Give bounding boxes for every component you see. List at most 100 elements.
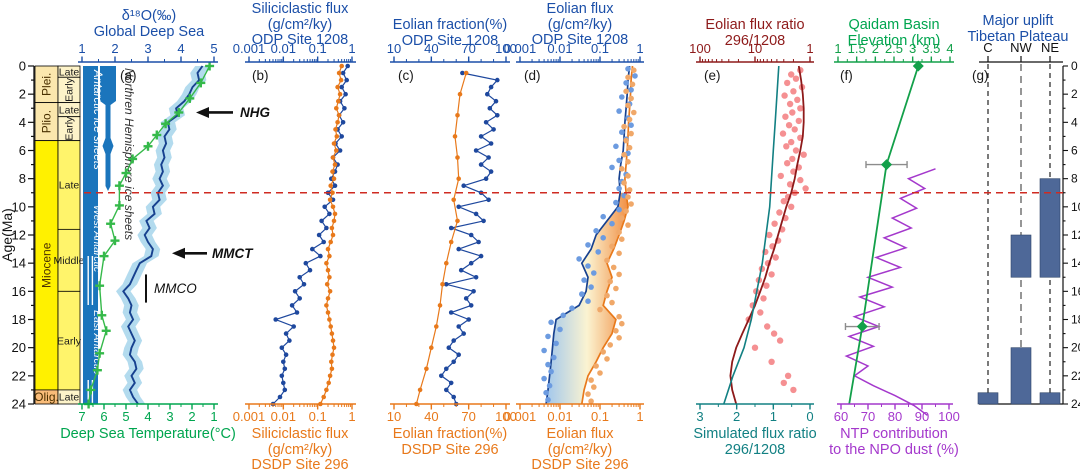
uplift-bar-NE (1039, 392, 1061, 405)
svg-text:1: 1 (770, 409, 777, 424)
title-line: (g/cm²/ky) (547, 16, 613, 33)
svg-text:Late: Late (59, 66, 80, 78)
svg-text:100: 100 (495, 409, 517, 424)
panel-b-series (270, 63, 351, 407)
panel-f-top-title: Qaidam Basin Elevation (km) (827, 17, 961, 49)
title-line: Eolian flux ratio (705, 17, 805, 33)
svg-text:2: 2 (19, 87, 26, 102)
ntp-line (844, 168, 936, 416)
svg-text:1: 1 (348, 409, 355, 424)
panel-d-top-title: Eolian flux (g/cm²/ky) ODP Site 1208 (513, 1, 647, 49)
svg-text:24: 24 (12, 397, 26, 412)
svg-text:3: 3 (909, 41, 916, 56)
svg-text:Early: Early (64, 116, 76, 141)
panel-c-series (414, 70, 500, 407)
svg-text:1: 1 (78, 41, 85, 56)
svg-text:Miocene: Miocene (40, 242, 54, 288)
svg-text:8: 8 (1071, 172, 1078, 186)
svg-text:0.1: 0.1 (591, 409, 609, 424)
svg-text:0.1: 0.1 (309, 409, 327, 424)
panel-letter-e: (e) (704, 68, 721, 83)
svg-text:NHG: NHG (240, 105, 270, 120)
svg-text:2.5: 2.5 (885, 41, 903, 56)
title-line: (g/cm²/ky) (267, 441, 333, 458)
svg-text:22: 22 (1071, 369, 1080, 383)
svg-text:4: 4 (144, 409, 151, 424)
panel-d-bottom-title: Eolian flux (g/cm²/ky) DSDP Site 296 (513, 426, 647, 472)
title-line: ODP Site 1208 (401, 32, 499, 49)
panel-c-top-title: Eolian fraction(%) ODP Site 1208 (383, 17, 517, 49)
svg-text:100: 100 (689, 41, 711, 56)
uplift-bar-NW (1010, 234, 1032, 278)
ice-sheets: Antarctic ice sheets West Antarctic East A… (83, 66, 136, 404)
svg-text:12: 12 (1071, 228, 1080, 242)
title-line: Eolian flux (546, 426, 614, 442)
svg-text:0.01: 0.01 (271, 409, 296, 424)
svg-text:40: 40 (424, 409, 438, 424)
svg-text:100: 100 (495, 41, 517, 56)
svg-text:NE: NE (1041, 40, 1059, 55)
svg-text:90: 90 (915, 409, 929, 424)
svg-text:1: 1 (348, 41, 355, 56)
panel-e-top-title: Eolian flux ratio 296/1208 (688, 17, 822, 49)
nh-ice-sheet-shape (100, 66, 116, 191)
svg-text:C: C (983, 40, 992, 55)
title-line: Siliciclastic flux (251, 1, 349, 17)
svg-text:10: 10 (387, 409, 401, 424)
svg-text:0.1: 0.1 (591, 41, 609, 56)
svg-text:Olig.: Olig. (34, 390, 59, 404)
svg-text:10: 10 (1071, 200, 1080, 214)
title-line: Tibetan Plateau (967, 28, 1069, 45)
svg-text:0: 0 (806, 409, 813, 424)
stratigraphy-column: Plei. Plio. Miocene Olig. Late Early Late Early… (34, 65, 85, 405)
svg-text:8: 8 (19, 171, 26, 186)
uplift-bar-C (977, 392, 999, 405)
svg-text:2: 2 (1071, 87, 1078, 101)
svg-text:Middle: Middle (54, 255, 85, 267)
svg-text:Late: Late (59, 180, 80, 192)
panel-letter-c: (c) (398, 68, 414, 83)
annotations: NHG MMCT MMCO (145, 105, 270, 303)
svg-text:10: 10 (748, 41, 762, 56)
title-line: (g/cm²/ky) (547, 441, 613, 458)
svg-text:1.5: 1.5 (848, 41, 866, 56)
svg-text:3: 3 (166, 409, 173, 424)
svg-text:3: 3 (696, 409, 703, 424)
title-line: NTP contribution (840, 426, 948, 442)
axes: 1 2 3 4 57 6 5 4 3 2 10.001 0.01 0.1 10.001 0.01 0.1 110… (78, 41, 960, 424)
svg-text:Northren Hemisphere ice sheets: Northren Hemisphere ice sheets (122, 68, 136, 240)
title-line: Siliciclastic flux (251, 426, 349, 442)
title-line: 296/1208 (724, 441, 786, 458)
panel-b-top-title: Siliciclastic flux (g/cm²/ky) ODP Site 1… (233, 1, 367, 49)
panel-e-series (723, 65, 809, 405)
svg-text:Plio.: Plio. (40, 110, 54, 133)
svg-text:3: 3 (144, 41, 151, 56)
panel-letter-f: (f) (840, 68, 853, 83)
svg-text:4: 4 (1071, 115, 1078, 129)
svg-text:1: 1 (806, 41, 813, 56)
svg-text:Early: Early (57, 335, 82, 347)
panel-c-bottom-title: Eolian fraction(%) DSDP Site 296 (383, 426, 517, 458)
panel-e-bottom-title: Simulated flux ratio 296/1208 (683, 426, 827, 458)
title-line: Eolian fraction(%) (392, 426, 508, 442)
panel-g-top-title: Major uplift Tibetan Plateau (954, 13, 1080, 45)
panel-d-series (541, 65, 638, 405)
panel-b-bottom-title: Siliciclastic flux (g/cm²/ky) DSDP Site … (233, 426, 367, 472)
svg-text:Antarctic ice sheets: Antarctic ice sheets (91, 69, 103, 170)
svg-text:16: 16 (12, 284, 26, 299)
svg-text:4: 4 (19, 115, 26, 130)
svg-text:1: 1 (834, 41, 841, 56)
svg-text:20: 20 (1071, 341, 1080, 355)
title-line: to the NPO dust (%) (829, 441, 959, 458)
d18o-uncertainty-band (116, 66, 210, 404)
svg-text:1: 1 (210, 409, 217, 424)
uplift-bar-NE (1039, 178, 1061, 278)
title-line: DSDP Site 296 (401, 441, 499, 458)
panel-a-series (84, 61, 215, 409)
svg-text:6: 6 (19, 143, 26, 158)
title-line: ODP Site 1208 (531, 32, 629, 48)
svg-text:0.01: 0.01 (547, 409, 572, 424)
svg-text:Plei.: Plei. (40, 73, 54, 96)
